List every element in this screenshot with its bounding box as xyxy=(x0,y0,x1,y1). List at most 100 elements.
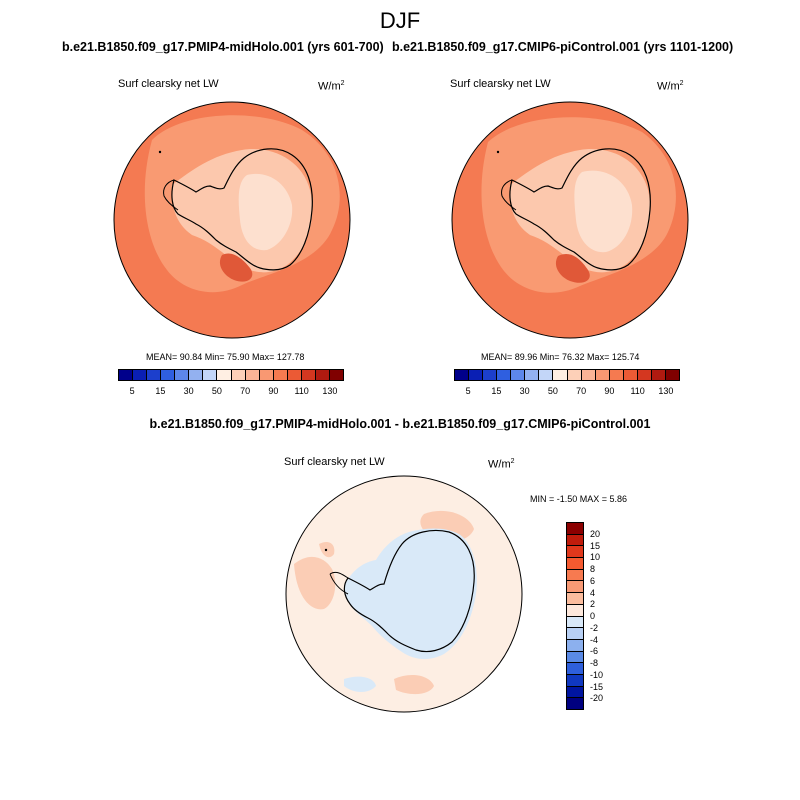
colorbar-swatch xyxy=(567,698,583,709)
difference-stats: MIN = -1.50 MAX = 5.86 xyxy=(530,494,628,504)
colorbar-swatch xyxy=(259,370,274,380)
island-marker xyxy=(496,150,500,154)
colorbar-swatch xyxy=(161,370,176,380)
colorbar-tick-label: -4 xyxy=(590,634,599,645)
right-panel-stats: MEAN= 89.96 Min= 76.32 Max= 125.74 xyxy=(481,352,640,362)
map-boundary xyxy=(113,101,351,339)
colorbar-swatch xyxy=(133,370,148,380)
colorbar-swatch xyxy=(469,370,484,380)
right-colorbar xyxy=(454,369,680,381)
colorbar-swatch xyxy=(567,628,583,640)
colorbar-tick-label: 130 xyxy=(658,386,674,396)
colorbar-swatch xyxy=(483,370,498,380)
colorbar-swatch xyxy=(567,651,583,664)
warm-anomaly-south xyxy=(394,674,434,695)
colorbar-tick-label: -8 xyxy=(590,658,599,668)
colorbar-swatch xyxy=(651,370,666,380)
left-polar-map xyxy=(113,101,351,339)
colorbar-swatch xyxy=(147,370,162,380)
colorbar-tick-label: 0 xyxy=(590,611,596,621)
colorbar-tick-label: 90 xyxy=(604,386,615,396)
map-boundary xyxy=(451,101,689,339)
antarctic-cool-anomaly xyxy=(344,528,477,660)
right-panel-variable-label: Surf clearsky net LW xyxy=(450,78,551,90)
colorbar-tick-label: -20 xyxy=(590,693,604,704)
colorbar-tick-label: 8 xyxy=(590,564,596,574)
colorbar-tick-label: 10 xyxy=(590,552,601,563)
colorbar-swatch xyxy=(567,569,583,582)
colorbar-swatch xyxy=(609,370,624,380)
island-marker xyxy=(158,150,162,154)
colorbar-swatch xyxy=(245,370,260,380)
colorbar-swatch xyxy=(567,558,583,570)
colorbar-tick-label: -2 xyxy=(590,622,599,633)
ross-sea-warm-anomaly xyxy=(219,253,253,282)
colorbar-swatch xyxy=(567,604,583,617)
map-boundary xyxy=(285,475,523,713)
colorbar-swatch xyxy=(497,370,512,380)
plateau-interior xyxy=(238,173,293,251)
colorbar-swatch xyxy=(567,523,583,535)
antarctica-coastline xyxy=(343,529,475,653)
left-colorbar xyxy=(118,369,344,381)
difference-colorbar xyxy=(566,522,584,710)
colorbar-tick-label: 70 xyxy=(240,386,251,396)
colorbar-swatch xyxy=(329,370,343,380)
left-panel-run-title: b.e21.B1850.f09_g17.PMIP4-midHolo.001 (y… xyxy=(62,40,384,54)
colorbar-tick-label: 5 xyxy=(129,386,135,396)
colorbar-swatch xyxy=(595,370,610,380)
colorbar-swatch xyxy=(525,370,540,380)
island-marker xyxy=(324,548,328,552)
figure-title: DJF xyxy=(379,8,421,33)
ross-sea-warm-anomaly xyxy=(555,253,590,283)
difference-units: W/m2 xyxy=(488,458,515,471)
colorbar-tick-label: 30 xyxy=(183,386,194,396)
colorbar-tick-label: -6 xyxy=(590,646,599,657)
colorbar-swatch xyxy=(567,639,583,652)
right-polar-map xyxy=(451,101,689,339)
warm-anomaly-west xyxy=(294,556,336,610)
colorbar-tick-label: 90 xyxy=(268,386,279,396)
colorbar-tick-label: 130 xyxy=(322,386,338,396)
colorbar-swatch xyxy=(567,686,583,699)
colorbar-tick-label: -10 xyxy=(590,669,604,680)
colorbar-tick-label: -15 xyxy=(590,681,604,692)
cool-anomaly-small xyxy=(344,676,376,692)
colorbar-swatch xyxy=(637,370,652,380)
colorbar-swatch xyxy=(567,616,583,629)
colorbar-swatch xyxy=(567,370,582,380)
difference-variable-label: Surf clearsky net LW xyxy=(284,456,385,468)
colorbar-tick-label: 2 xyxy=(590,599,596,610)
left-panel-stats: MEAN= 90.84 Min= 75.90 Max= 127.78 xyxy=(146,352,305,362)
colorbar-swatch xyxy=(189,370,204,380)
colorbar-swatch xyxy=(567,534,583,547)
colorbar-swatch xyxy=(217,370,232,380)
colorbar-swatch xyxy=(567,593,583,605)
colorbar-tick-label: 50 xyxy=(547,386,558,396)
colorbar-swatch xyxy=(175,370,190,380)
colorbar-swatch xyxy=(567,546,583,559)
colorbar-swatch xyxy=(455,370,470,380)
colorbar-tick-label: 50 xyxy=(211,386,222,396)
left-panel-variable-label: Surf clearsky net LW xyxy=(118,78,219,90)
antarctic-peninsula-coast xyxy=(501,179,517,211)
colorbar-tick-label: 20 xyxy=(590,528,601,539)
colorbar-tick-label: 110 xyxy=(294,386,309,396)
colorbar-swatch xyxy=(553,370,568,380)
colorbar-swatch xyxy=(231,370,246,380)
plateau-interior xyxy=(574,170,633,253)
right-panel-units: W/m2 xyxy=(657,80,684,93)
colorbar-swatch xyxy=(315,370,330,380)
difference-polar-map xyxy=(285,475,523,713)
antarctic-peninsula-coast xyxy=(329,571,349,595)
colorbar-swatch xyxy=(665,370,679,380)
left-panel-units: W/m2 xyxy=(318,80,345,93)
colorbar-swatch xyxy=(539,370,554,380)
right-panel-run-title: b.e21.B1850.f09_g17.CMIP6-piControl.001 … xyxy=(392,40,734,54)
difference-title: b.e21.B1850.f09_g17.PMIP4-midHolo.001 - … xyxy=(149,417,651,431)
colorbar-tick-label: 30 xyxy=(519,386,530,396)
colorbar-tick-label: 15 xyxy=(491,386,502,396)
colorbar-tick-label: 6 xyxy=(590,575,596,586)
colorbar-swatch xyxy=(567,581,583,594)
colorbar-swatch xyxy=(567,674,583,687)
